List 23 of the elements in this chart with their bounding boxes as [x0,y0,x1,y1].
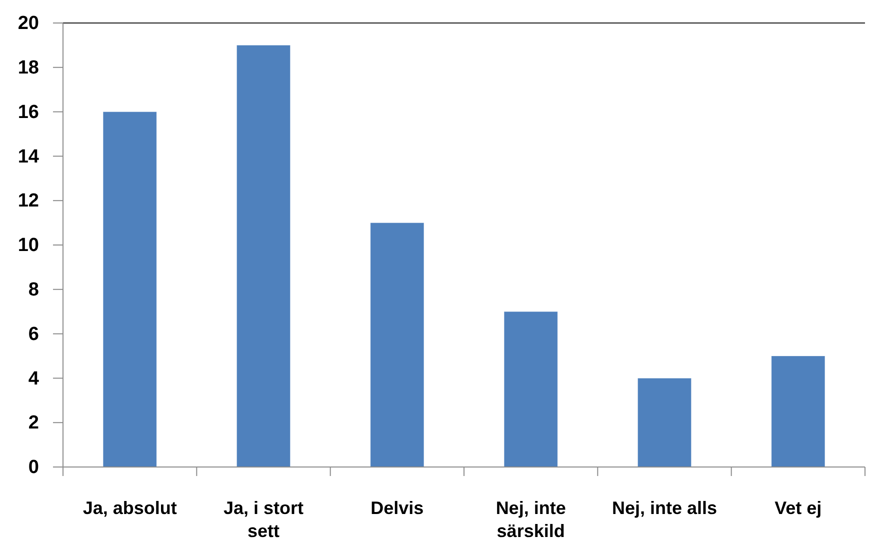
bar [638,378,692,468]
bar [771,356,826,468]
y-tick-label: 2 [28,412,39,434]
x-tick-label: Delvis [370,498,424,518]
bar [370,222,424,468]
y-tick-label: 20 [18,13,39,34]
y-tick-label: 14 [18,146,40,168]
bar [236,44,290,468]
x-tick-label: Vet ej [774,498,822,518]
y-tick-label: 10 [18,235,39,256]
x-tick-label: Ja, i stort sett [223,498,304,541]
bar [504,311,558,468]
x-tick-label: Ja, absolut [82,498,177,518]
y-tick-label: 16 [18,102,39,123]
x-tick-label: Nej, inte alls [612,498,718,518]
bar [102,112,157,468]
y-tick-label: 0 [28,457,39,478]
y-tick-label: 4 [28,368,40,390]
x-tick-label: Nej, inte särskild [496,498,566,541]
y-tick-label: 18 [18,57,39,78]
y-tick-label: 8 [28,279,39,300]
y-tick-label: 6 [28,324,39,345]
y-tick-label: 12 [18,190,39,212]
